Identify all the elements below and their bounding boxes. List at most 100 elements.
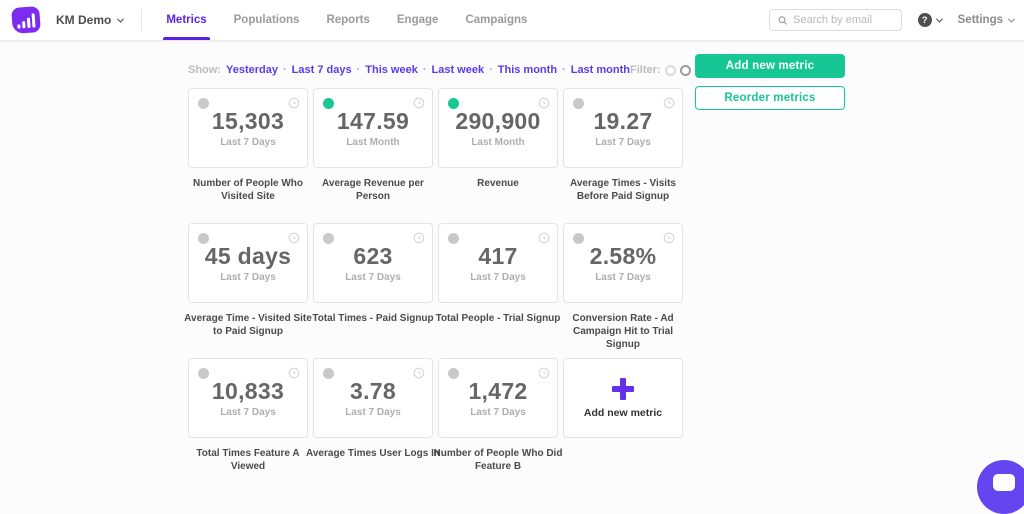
clock-icon[interactable] <box>413 231 425 244</box>
show-option-last-week[interactable]: Last week <box>432 64 498 76</box>
add-metric-cell: Add new metric <box>563 358 683 493</box>
metric-cell: 45 days Last 7 Days Average Time - Visit… <box>184 223 312 358</box>
status-dot <box>323 233 334 244</box>
help-menu[interactable]: ? <box>917 13 943 27</box>
metric-card[interactable]: 45 days Last 7 Days <box>188 223 308 303</box>
metric-card[interactable]: 10,833 Last 7 Days <box>188 358 308 438</box>
add-metric-label: Add new metric <box>583 406 663 419</box>
metric-value: 623 <box>353 243 393 269</box>
metric-cell: 290,900 Last Month Revenue <box>438 88 558 223</box>
status-dot <box>448 233 459 244</box>
status-dot <box>323 98 334 109</box>
nav-item-campaigns[interactable]: Campaigns <box>465 14 528 26</box>
status-dot <box>573 233 584 244</box>
clock-icon[interactable] <box>288 231 300 244</box>
metric-card[interactable]: 290,900 Last Month <box>438 88 558 168</box>
metric-value: 3.78 <box>350 378 396 404</box>
status-dot <box>198 368 209 379</box>
add-new-metric-button[interactable]: Add new metric <box>695 54 845 78</box>
metric-card[interactable]: 623 Last 7 Days <box>313 223 433 303</box>
filter-color-gray-light[interactable] <box>664 64 676 76</box>
clock-icon[interactable] <box>288 366 300 379</box>
filter-color-gray-dark[interactable] <box>679 64 691 76</box>
main-nav: Metrics Populations Reports Engage Campa… <box>163 0 528 40</box>
clock-icon[interactable] <box>538 231 550 244</box>
chevron-down-icon <box>1007 15 1016 23</box>
settings-label: Settings <box>957 14 1003 26</box>
metric-card[interactable]: 1,472 Last 7 Days <box>438 358 558 438</box>
clock-icon[interactable] <box>663 231 675 244</box>
show-options: Yesterday Last 7 days This week Last wee… <box>226 64 630 76</box>
metric-card[interactable]: 3.78 Last 7 Days <box>313 358 433 438</box>
metric-period: Last 7 Days <box>470 272 526 283</box>
metric-period: Last 7 Days <box>345 407 401 418</box>
metric-period: Last Month <box>346 137 400 148</box>
status-dot <box>573 98 584 109</box>
nav-item-populations[interactable]: Populations <box>233 14 300 26</box>
clock-icon[interactable] <box>413 366 425 379</box>
metric-value: 10,833 <box>211 378 285 404</box>
metric-card[interactable]: 15,303 Last 7 Days <box>188 88 308 168</box>
chat-launcher-icon[interactable] <box>977 460 1024 514</box>
clock-icon[interactable] <box>413 96 425 109</box>
metric-period: Last 7 Days <box>345 272 401 283</box>
metric-title: Average Times User Logs In <box>306 448 440 459</box>
controls-row: Show: Yesterday Last 7 days This week La… <box>188 63 751 77</box>
nav-item-engage[interactable]: Engage <box>396 14 439 26</box>
clock-icon[interactable] <box>663 96 675 109</box>
clock-icon[interactable] <box>288 96 300 109</box>
show-option-last-month[interactable]: Last month <box>570 64 630 76</box>
account-name: KM Demo <box>56 13 112 27</box>
metric-value: 290,900 <box>455 108 541 134</box>
metric-card[interactable]: 2.58% Last 7 Days <box>563 223 683 303</box>
reorder-metrics-button[interactable]: Reorder metrics <box>695 86 845 110</box>
search-box[interactable] <box>768 9 902 31</box>
metric-card[interactable]: 417 Last 7 Days <box>438 223 558 303</box>
status-dot <box>448 368 459 379</box>
metric-value: 45 days <box>204 243 292 269</box>
topbar-right: ? Settings <box>768 9 1016 31</box>
metric-title: Revenue <box>477 178 519 189</box>
metric-card[interactable]: 147.59 Last Month <box>313 88 433 168</box>
metric-cell: 147.59 Last Month Average Revenue per Pe… <box>313 88 433 223</box>
metric-cell: 10,833 Last 7 Days Total Times Feature A… <box>188 358 308 493</box>
metric-value: 19.27 <box>593 108 653 134</box>
show-option-yesterday[interactable]: Yesterday <box>226 64 292 76</box>
show-option-last-7-days[interactable]: Last 7 days <box>292 64 366 76</box>
account-switcher[interactable]: KM Demo <box>56 13 125 27</box>
show-option-this-month[interactable]: This month <box>498 64 571 76</box>
search-input[interactable] <box>793 14 893 26</box>
metric-cell: 417 Last 7 Days Total People - Trial Sig… <box>436 223 560 358</box>
metric-cell: 3.78 Last 7 Days Average Times User Logs… <box>306 358 440 493</box>
clock-icon[interactable] <box>538 366 550 379</box>
clock-icon[interactable] <box>538 96 550 109</box>
chevron-down-icon <box>935 15 943 23</box>
show-label: Show: <box>188 64 221 76</box>
metric-value: 417 <box>478 243 518 269</box>
metric-cell: 19.27 Last 7 Days Average Times - Visits… <box>563 88 683 223</box>
metric-period: Last 7 Days <box>220 407 276 418</box>
metric-title: Conversion Rate - Ad Campaign Hit to Tri… <box>572 313 674 350</box>
metric-cell: 1,472 Last 7 Days Number of People Who D… <box>434 358 562 493</box>
metric-value: 2.58% <box>589 243 657 269</box>
metric-title: Number of People Who Visited Site <box>193 178 303 202</box>
metric-title: Number of People Who Did Feature B <box>433 448 563 472</box>
metric-card[interactable]: 19.27 Last 7 Days <box>563 88 683 168</box>
metrics-grid: 15,303 Last 7 Days Number of People Who … <box>184 88 688 493</box>
nav-item-reports[interactable]: Reports <box>326 14 370 26</box>
metric-value: 1,472 <box>468 378 528 404</box>
kissmetrics-logo-icon[interactable] <box>11 6 41 34</box>
help-icon: ? <box>917 13 932 27</box>
metric-period: Last 7 Days <box>470 407 526 418</box>
metric-cell: 623 Last 7 Days Total Times - Paid Signu… <box>312 223 434 358</box>
chevron-down-icon <box>117 15 125 23</box>
metric-title: Average Time - Visited Site to Paid Sign… <box>184 313 312 337</box>
metric-cell: 2.58% Last 7 Days Conversion Rate - Ad C… <box>563 223 683 358</box>
show-option-this-week[interactable]: This week <box>365 64 431 76</box>
add-new-metric-card[interactable]: Add new metric <box>563 358 683 438</box>
nav-item-metrics[interactable]: Metrics <box>163 0 210 40</box>
status-dot <box>448 98 459 109</box>
settings-menu[interactable]: Settings <box>957 14 1016 26</box>
metric-value: 15,303 <box>211 108 285 134</box>
status-dot <box>198 98 209 109</box>
